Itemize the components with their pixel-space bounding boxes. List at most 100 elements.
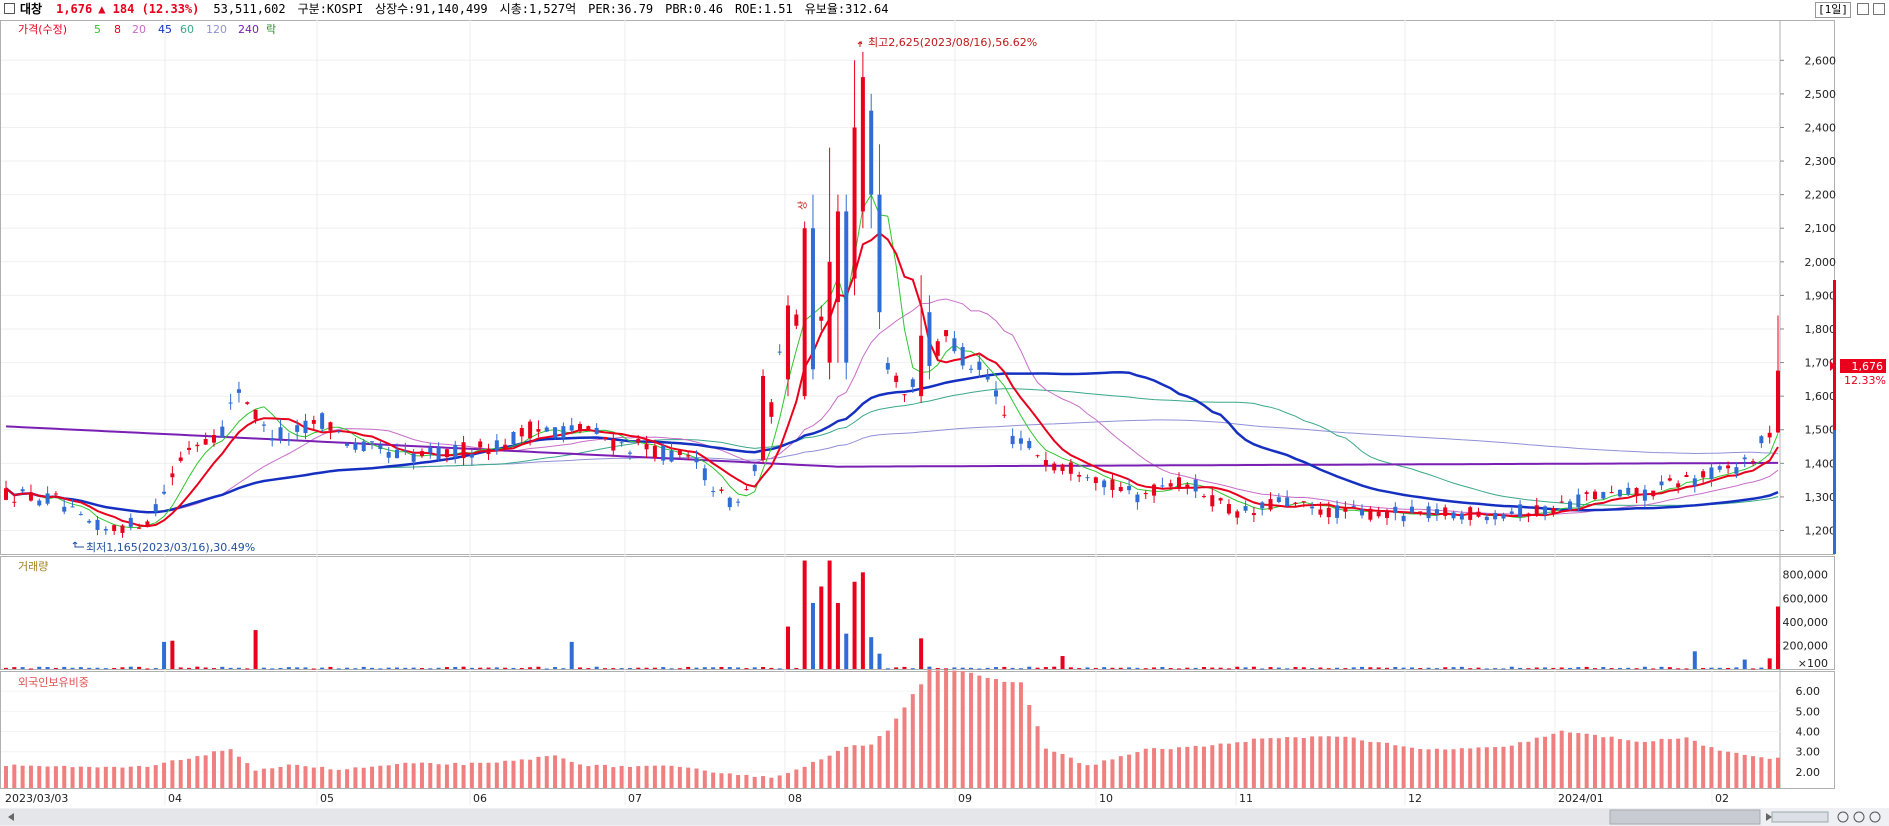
- candle-body: [869, 110, 874, 195]
- candle-body: [187, 447, 192, 450]
- candle-body: [28, 492, 33, 501]
- price-tick-label: 2,100: [1805, 222, 1837, 235]
- current-change-tag: 12.33%: [1844, 374, 1886, 387]
- volume-bar: [511, 667, 516, 669]
- foreign-bar: [1235, 742, 1240, 788]
- volume-bar: [386, 667, 391, 669]
- candle-body: [536, 429, 541, 432]
- candle-body: [1368, 508, 1373, 520]
- foreign-bar: [586, 766, 591, 788]
- candle-body: [403, 450, 408, 452]
- volume-bar: [87, 667, 92, 669]
- foreign-bar: [469, 762, 474, 788]
- volume-bar: [969, 667, 974, 669]
- volume-bar: [403, 667, 408, 669]
- volume-bar: [711, 667, 716, 669]
- candle-body: [1434, 509, 1439, 515]
- candle-body: [702, 468, 707, 481]
- volume-bar: [1193, 667, 1198, 669]
- candle-body: [1634, 488, 1639, 497]
- foreign-bar: [1484, 747, 1489, 788]
- scrollbar-thumb[interactable]: [1609, 809, 1761, 825]
- candle-body: [1393, 506, 1398, 514]
- foreign-bar: [361, 767, 366, 788]
- foreign-bar: [1751, 756, 1756, 788]
- foreign-bar: [727, 773, 732, 788]
- legend-ma60: 60: [180, 23, 194, 36]
- candle-body: [969, 368, 974, 370]
- volume-bar: [877, 653, 882, 669]
- date-tick-label: 09: [958, 792, 972, 805]
- date-tick-label: 2024/01: [1558, 792, 1604, 805]
- candle-body: [1043, 460, 1048, 466]
- volume-bar: [345, 667, 350, 669]
- close-icon[interactable]: [1873, 3, 1885, 15]
- volume-bar: [561, 668, 566, 670]
- volume-bar: [677, 668, 682, 670]
- date-tick-label: 08: [788, 792, 802, 805]
- zoom-slider[interactable]: [1771, 811, 1829, 823]
- candle-body: [927, 312, 932, 366]
- volume-bar: [1476, 667, 1481, 669]
- volume-bar: [719, 666, 724, 669]
- foreign-bar: [1518, 742, 1523, 788]
- roe-value: ROE:1.51: [734, 2, 793, 16]
- scroll-right-icon[interactable]: [1766, 813, 1772, 821]
- volume-bar: [1002, 666, 1007, 669]
- candle-body: [1002, 414, 1007, 416]
- foreign-bar: [844, 746, 849, 788]
- volume-bar: [1384, 667, 1389, 669]
- candle-body: [103, 528, 108, 531]
- candle-body: [145, 521, 150, 526]
- candle-body: [1018, 438, 1023, 444]
- candle-body: [1110, 479, 1115, 490]
- candle-body: [1268, 499, 1273, 510]
- high-arrow-icon: [857, 41, 863, 47]
- foreign-bar: [1393, 745, 1398, 788]
- volume-bar: [503, 667, 508, 669]
- foreign-bar: [869, 744, 874, 788]
- foreign-bar: [777, 775, 782, 788]
- price-tick-label: 1,900: [1805, 289, 1837, 302]
- chart-canvas[interactable]: 1,200 1,300 1,400 1,500 1,600 1,700 1,800 1,900…: [0, 19, 1889, 826]
- zoom-out-icon[interactable]: [1853, 811, 1865, 823]
- foreign-bar: [1501, 746, 1506, 788]
- foreign-bar: [927, 669, 932, 788]
- volume-bar: [187, 667, 192, 669]
- candle-body: [70, 506, 75, 508]
- foreign-bar: [627, 766, 632, 788]
- foreign-bar: [1177, 747, 1182, 788]
- candle-body: [1077, 474, 1082, 477]
- candle-body: [1451, 512, 1456, 519]
- candle-body: [20, 489, 25, 492]
- foreign-bar: [794, 769, 799, 788]
- date-tick-label: 2023/03/03: [5, 792, 68, 805]
- zoom-in-icon[interactable]: [1837, 811, 1849, 823]
- trade-volume: 53,511,602: [213, 2, 286, 16]
- volume-bar: [1152, 667, 1157, 669]
- period-button[interactable]: [1일]: [1815, 2, 1851, 18]
- volume-bar: [270, 668, 275, 670]
- volume-bar: [70, 667, 75, 669]
- candle-body: [170, 473, 175, 478]
- candle-body: [278, 427, 283, 440]
- scroll-left-icon[interactable]: [8, 813, 14, 821]
- volume-bar: [1310, 668, 1315, 670]
- scrollbar-track[interactable]: [0, 809, 1760, 825]
- foreign-bar: [303, 766, 308, 788]
- volume-bar: [1734, 667, 1739, 669]
- candle-body: [777, 351, 782, 353]
- volume-bar: [694, 667, 699, 669]
- volume-bar: [1551, 667, 1556, 669]
- zoom-reset-icon[interactable]: [1869, 811, 1881, 823]
- volume-bar: [1401, 667, 1406, 669]
- stock-name[interactable]: 대창: [20, 2, 43, 16]
- minimize-icon[interactable]: [1857, 3, 1869, 15]
- volume-bar: [1210, 667, 1215, 669]
- panel-checkbox[interactable]: [4, 3, 15, 14]
- candle-body: [511, 431, 516, 445]
- foreign-bar: [1576, 733, 1581, 788]
- foreign-bar: [78, 766, 83, 788]
- market-type: 구분:KOSPI: [297, 2, 364, 16]
- volume-bar: [1767, 658, 1772, 669]
